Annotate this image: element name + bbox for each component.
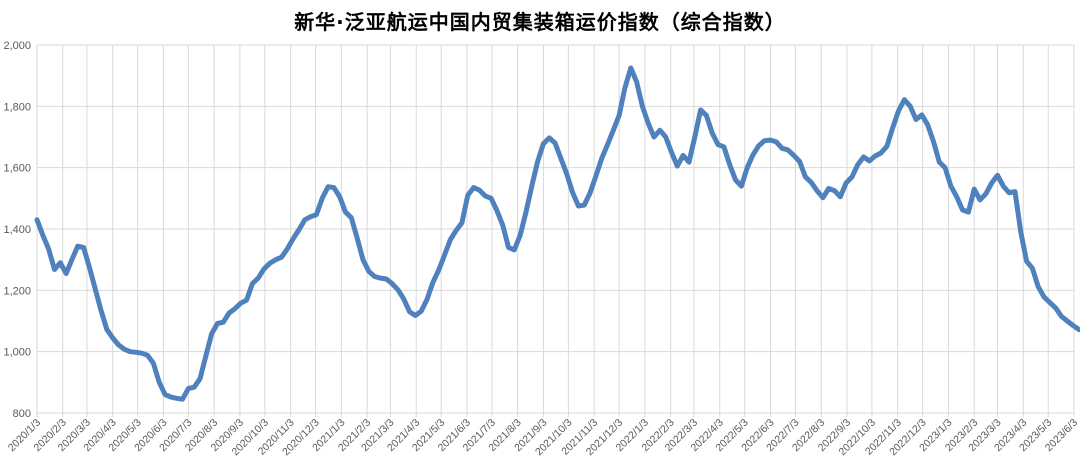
chart-title: 新华·泛亚航运中国内贸集装箱运价指数（综合指数） (294, 10, 786, 34)
y-tick-label: 2,000 (3, 40, 31, 52)
y-tick-label: 1,800 (3, 101, 31, 113)
y-tick-label: 1,400 (3, 224, 31, 236)
y-tick-label: 1,600 (3, 163, 31, 175)
index-data-line (34, 65, 1080, 402)
y-tick-label: 800 (13, 408, 31, 420)
y-tick-label: 1,200 (3, 285, 31, 297)
y-tick-label: 1,000 (3, 347, 31, 359)
